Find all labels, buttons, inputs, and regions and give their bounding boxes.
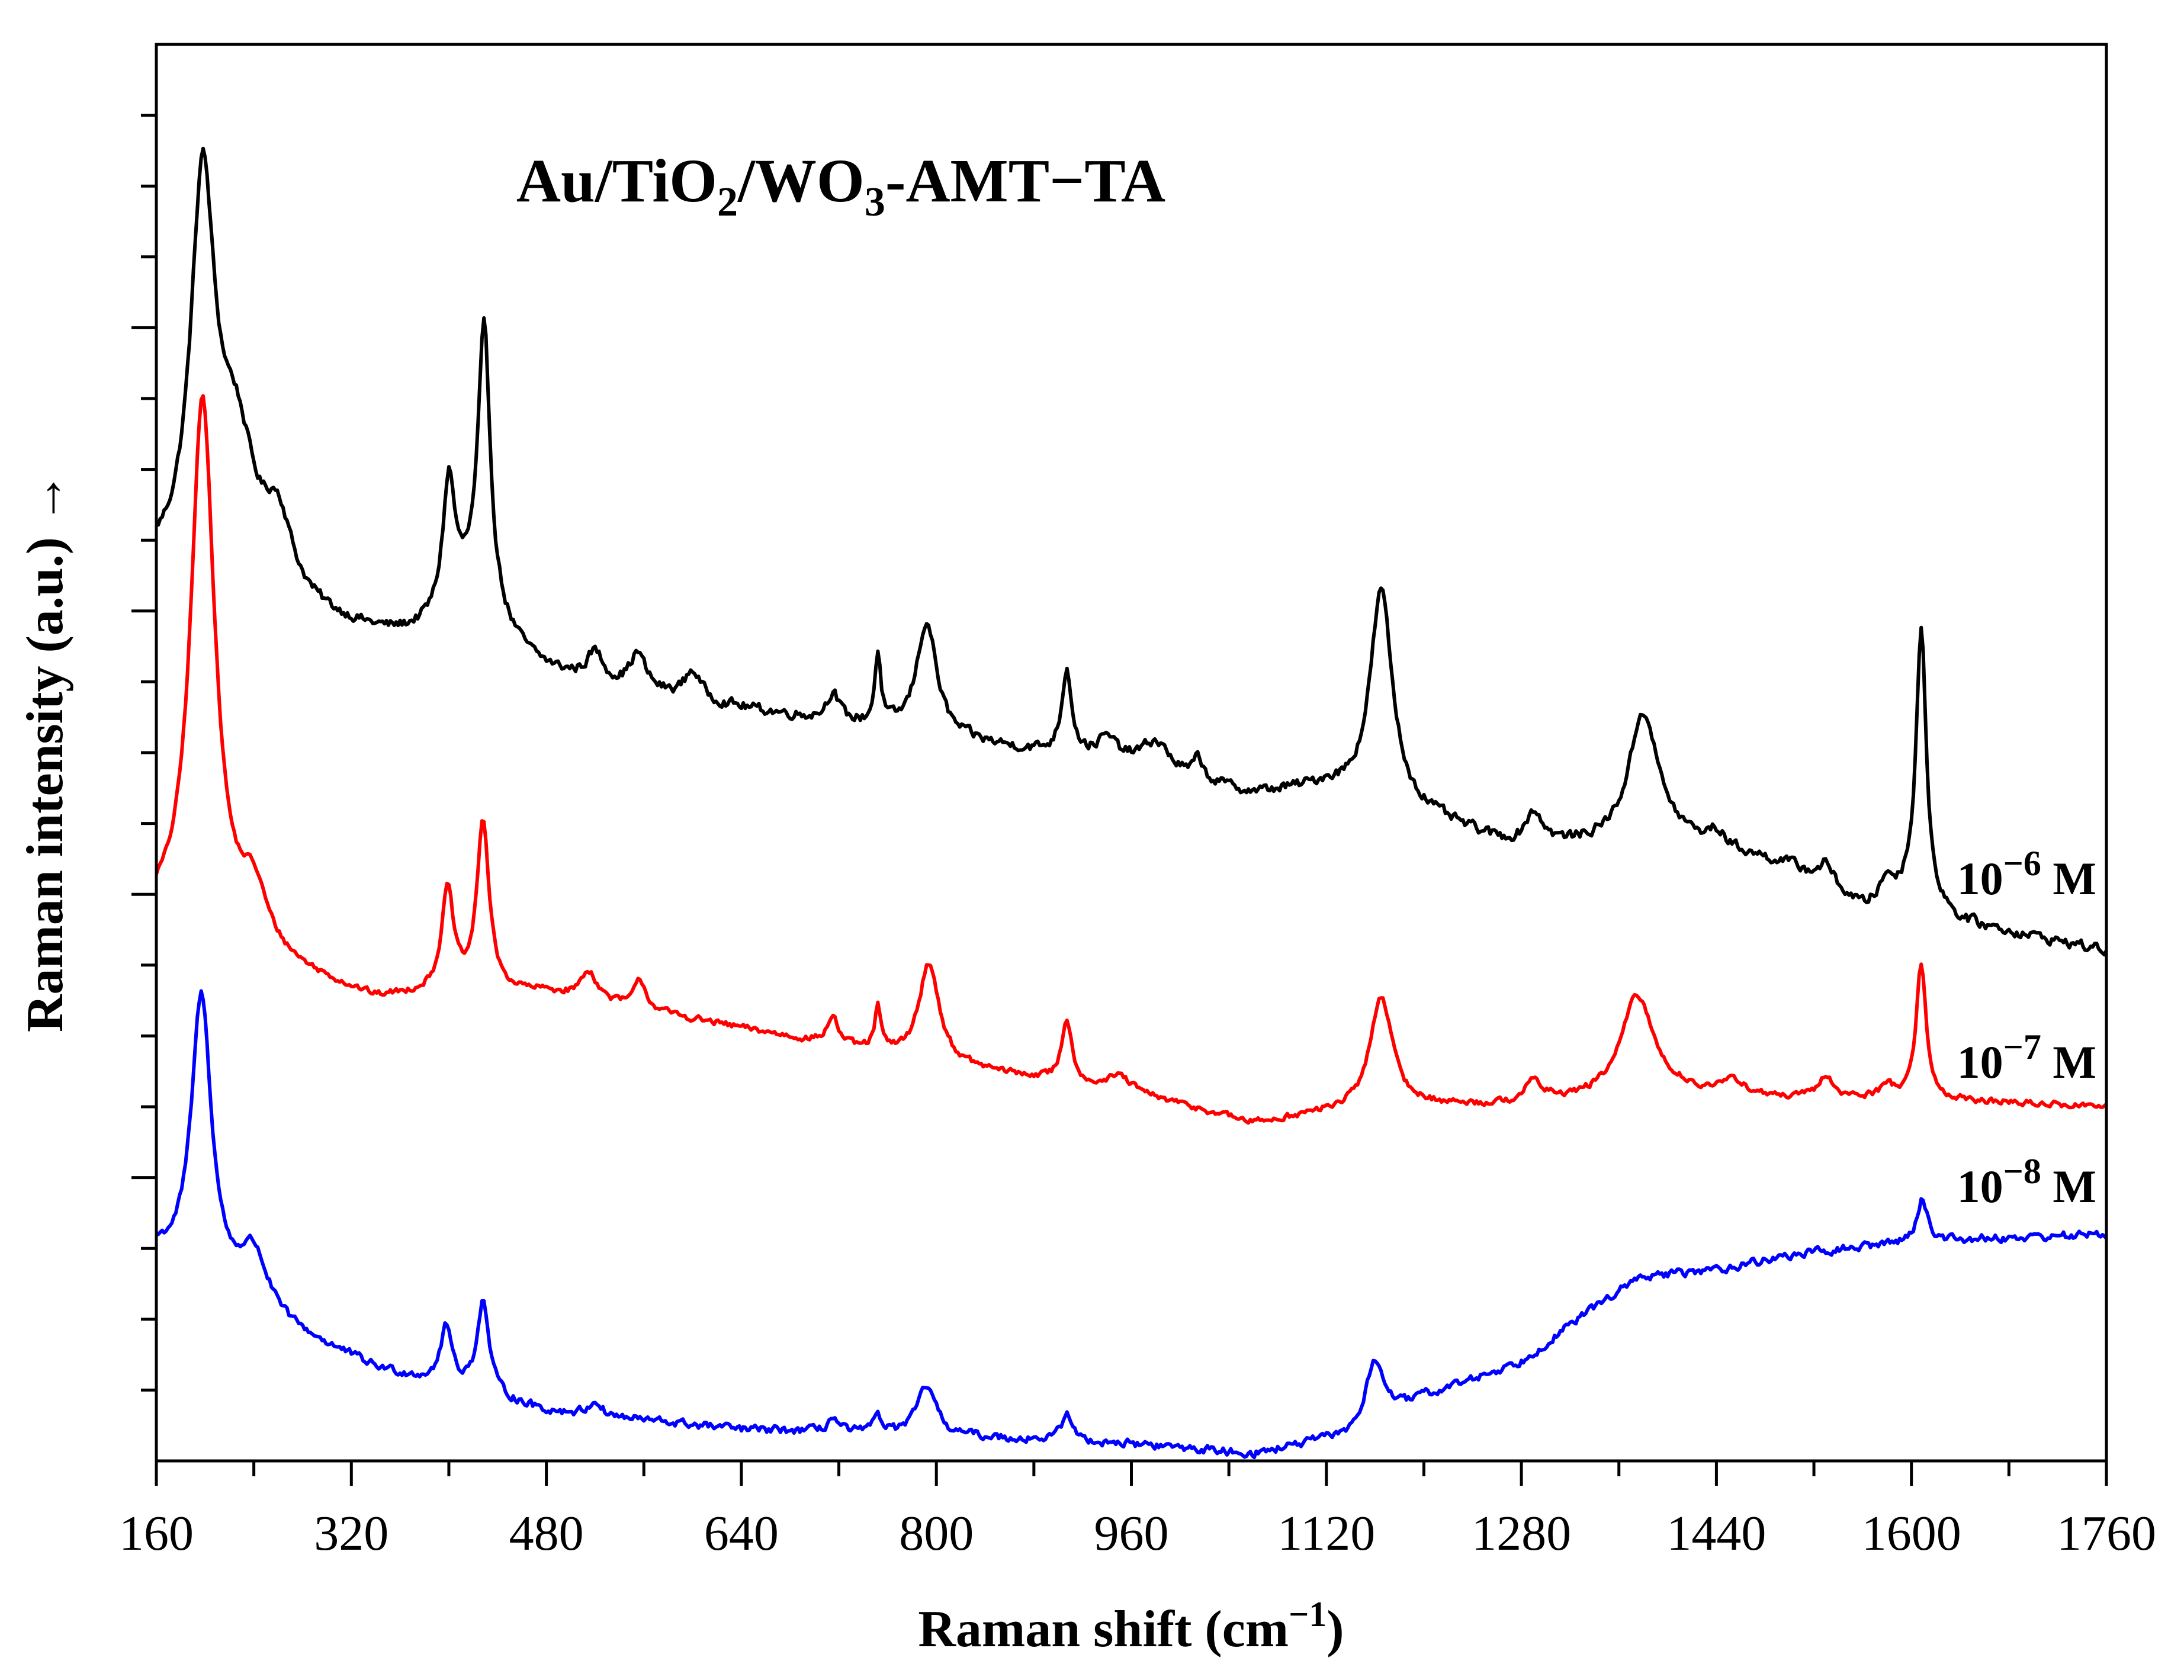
x-tick-label: 640: [704, 1506, 779, 1561]
x-axis-title: Raman shift (cm−1): [918, 1595, 1344, 1658]
series-label: 10−6 M: [1957, 844, 2096, 904]
y-axis-title: Raman intensity (a.u.) →: [17, 472, 74, 1032]
x-tick-label: 480: [509, 1506, 584, 1561]
x-tick-label: 1760: [2057, 1506, 2156, 1561]
tick-layer: 160 320 480 640 800 960 1120 1280 1440 1600 1760: [119, 114, 2156, 1561]
series-label-layer: 10−6 M 10−7 M 10−8 M: [1957, 844, 2096, 1212]
series-line-8: [156, 989, 2108, 1460]
series-line-7: [155, 394, 2108, 1125]
x-tick-label: 1280: [1472, 1506, 1571, 1561]
x-tick-label: 1440: [1666, 1506, 1766, 1561]
x-tick-label: 320: [314, 1506, 388, 1561]
x-tick-label: 1600: [1862, 1506, 1961, 1561]
x-tick-label: 960: [1094, 1506, 1169, 1561]
x-tick-label: 1120: [1277, 1506, 1375, 1561]
series-label: 10−7 M: [1957, 1027, 2096, 1088]
chart-title: Au/TiO2/WO3-AMT−TA: [516, 147, 1165, 225]
x-tick-label: 800: [899, 1506, 974, 1561]
series-layer: [155, 146, 2108, 1460]
series-label: 10−8 M: [1957, 1152, 2096, 1212]
series-line-6: [155, 146, 2108, 957]
x-tick-label: 160: [119, 1506, 194, 1561]
